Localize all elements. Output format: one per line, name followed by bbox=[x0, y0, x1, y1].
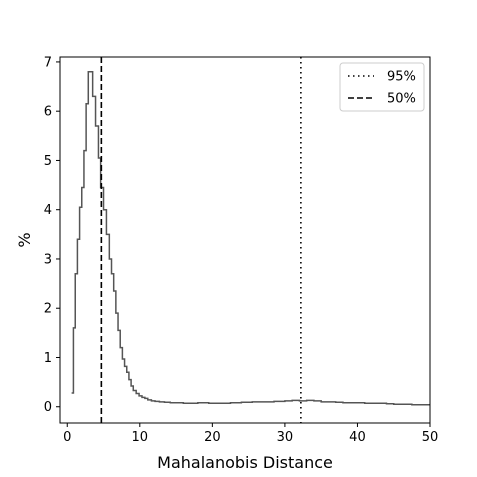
histogram-step-line bbox=[71, 71, 430, 406]
plot-area bbox=[71, 57, 430, 423]
x-axis: 0 10 20 30 40 50 bbox=[63, 423, 438, 445]
x-tick-label: 10 bbox=[132, 430, 149, 445]
legend-label: 95% bbox=[387, 70, 416, 85]
plot-frame bbox=[59, 56, 431, 424]
x-tick-label: 20 bbox=[204, 430, 221, 445]
y-tick-label: 7 bbox=[44, 55, 52, 70]
legend-box bbox=[339, 62, 425, 112]
x-tick-label: 50 bbox=[422, 430, 439, 445]
legend-label: 50% bbox=[387, 92, 416, 107]
y-tick-label: 1 bbox=[44, 351, 52, 366]
x-tick-label: 40 bbox=[349, 430, 366, 445]
y-tick-label: 5 bbox=[44, 154, 52, 169]
y-tick-label: 0 bbox=[44, 400, 52, 415]
y-tick-label: 6 bbox=[44, 105, 52, 120]
y-axis-label: % bbox=[15, 232, 34, 247]
x-tick-label: 0 bbox=[63, 430, 71, 445]
y-tick-label: 3 bbox=[44, 252, 52, 267]
y-tick-label: 4 bbox=[44, 203, 52, 218]
y-tick-label: 2 bbox=[44, 302, 52, 317]
legend: 95%50% bbox=[339, 62, 425, 112]
y-axis: 0 1 2 3 4 5 6 7 bbox=[44, 55, 60, 415]
x-axis-label: Mahalanobis Distance bbox=[157, 453, 333, 472]
x-tick-label: 30 bbox=[277, 430, 294, 445]
